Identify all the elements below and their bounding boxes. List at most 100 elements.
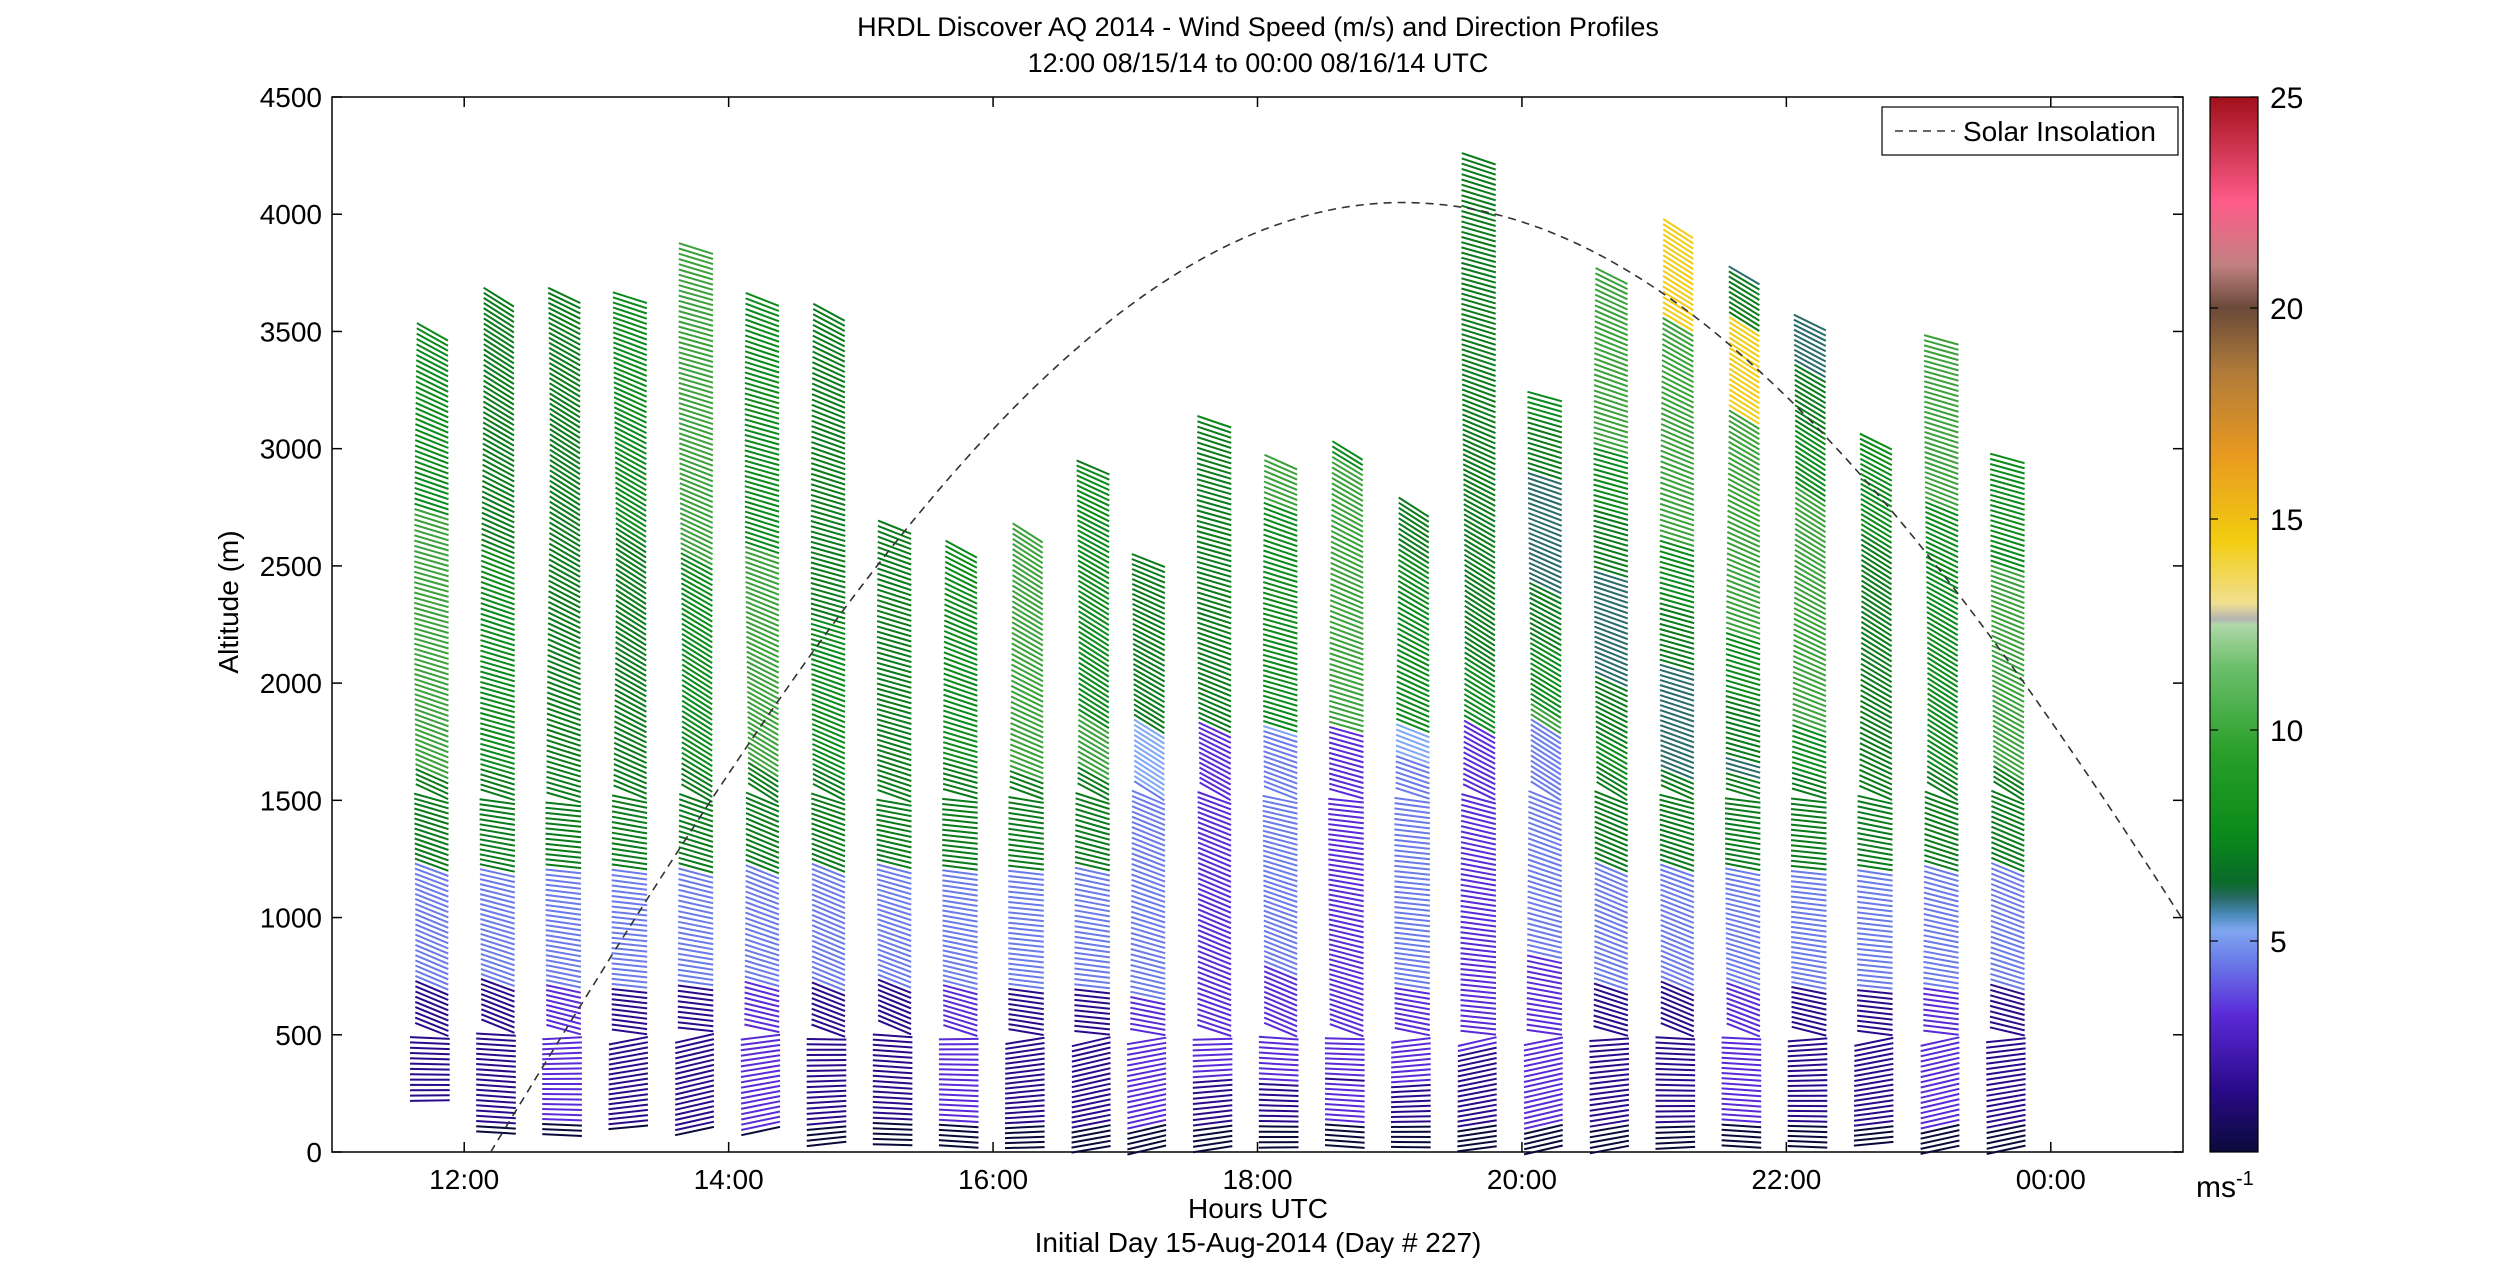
wind-barb: [483, 286, 515, 308]
wind-barb: [480, 773, 515, 786]
wind-barb: [1923, 971, 1959, 980]
wind-barb: [1991, 825, 2025, 842]
wind-barb: [944, 555, 978, 574]
wind-barb: [545, 822, 582, 828]
wind-barb: [1792, 708, 1827, 723]
wind-barb: [1725, 887, 1761, 898]
wind-barb: [944, 550, 978, 569]
wind-barb: [1328, 843, 1364, 851]
wind-barb: [680, 542, 713, 561]
wind-barb: [1529, 647, 1562, 667]
wind-barb: [1263, 904, 1298, 919]
wind-barb: [615, 491, 647, 512]
wind-barb: [1078, 656, 1110, 678]
wind-barb: [810, 525, 846, 537]
wind-barb: [745, 879, 780, 895]
wind-barb: [549, 428, 581, 450]
wind-barb: [1593, 488, 1629, 501]
wind-barb: [549, 387, 581, 408]
wind-profile: [1920, 334, 1960, 1155]
wind-barb: [1197, 846, 1232, 863]
wind-barb: [546, 765, 582, 778]
wind-barb: [1197, 641, 1232, 656]
wind-barb: [613, 361, 648, 377]
wind-barb: [546, 760, 582, 773]
wind-barb: [876, 609, 912, 622]
wind-barb: [1589, 1139, 1630, 1149]
wind-barb: [608, 1056, 649, 1066]
wind-barb: [1595, 272, 1628, 290]
wind-barb: [613, 768, 647, 785]
wind-barb: [1787, 1114, 1828, 1118]
wind-barb: [1394, 844, 1431, 850]
wind-barb: [1920, 1118, 1960, 1130]
wind-barb: [1461, 333, 1496, 346]
wind-barb: [1078, 687, 1110, 709]
wind-barb: [942, 979, 978, 991]
wind-barb: [811, 960, 846, 977]
wind-barb: [415, 401, 449, 419]
wind-barb: [1860, 636, 1893, 658]
wind-barb: [1077, 589, 1110, 611]
wind-barb: [1728, 265, 1761, 286]
wind-barb: [1012, 569, 1044, 590]
wind-barb: [1923, 945, 1959, 954]
wind-barb: [608, 1077, 649, 1086]
wind-barb: [1328, 848, 1364, 856]
wind-barb: [1464, 594, 1496, 616]
wind-barb: [1263, 735, 1298, 749]
wind-barb: [1262, 575, 1298, 589]
wind-barb: [1463, 714, 1496, 734]
wind-barb: [1011, 621, 1044, 642]
wind-barb: [545, 999, 582, 1010]
wind-barb: [1793, 586, 1827, 605]
wind-barb: [545, 837, 582, 844]
wind-barb: [1457, 1036, 1497, 1047]
wind-barb: [1724, 832, 1761, 840]
wind-barb: [1655, 1073, 1696, 1077]
wind-barb: [1857, 794, 1893, 805]
wind-barb: [1008, 926, 1044, 933]
wind-barb: [1589, 1068, 1630, 1075]
wind-barb: [681, 704, 713, 726]
wind-barb: [1926, 651, 1959, 673]
wind-barb: [942, 844, 978, 850]
wind-barb: [1530, 728, 1562, 750]
wind-barb: [611, 1013, 648, 1020]
wind-barb: [1721, 1128, 1762, 1134]
wind-barb: [1527, 411, 1563, 423]
wind-barb: [1660, 465, 1695, 481]
wind-barb: [812, 773, 846, 791]
wind-barb: [1589, 1098, 1630, 1107]
wind-barb: [415, 385, 449, 403]
wind-barb: [1262, 849, 1298, 862]
wind-barb: [744, 376, 780, 389]
wind-barb: [1009, 748, 1044, 765]
wind-barb: [1130, 969, 1166, 980]
wind-barb: [1008, 982, 1044, 990]
wind-barb: [1004, 1083, 1045, 1090]
wind-barb: [613, 386, 648, 403]
wind-barb: [1391, 1047, 1431, 1054]
wind-barb: [1460, 962, 1497, 969]
wind-barb: [1660, 913, 1695, 930]
wind-barb: [681, 710, 713, 731]
wind-barb: [1077, 539, 1110, 559]
wind-barb: [1192, 1068, 1233, 1073]
wind-barb: [1461, 230, 1496, 243]
wind-barb: [1328, 807, 1364, 814]
wind-barb: [482, 432, 515, 452]
wind-barb: [1011, 647, 1044, 667]
wind-barb: [1659, 534, 1695, 547]
wind-barb: [1794, 455, 1826, 477]
wind-barb: [545, 949, 582, 958]
wind-barb: [549, 418, 581, 439]
wind-barb: [1262, 591, 1298, 604]
wind-barb: [608, 1108, 649, 1116]
wind-barb: [1463, 735, 1496, 755]
wind-barb: [612, 311, 648, 325]
wind-barb: [1328, 893, 1364, 903]
wind-barb: [810, 653, 846, 667]
wind-barb: [1457, 1062, 1497, 1073]
wind-barb: [744, 1002, 780, 1013]
